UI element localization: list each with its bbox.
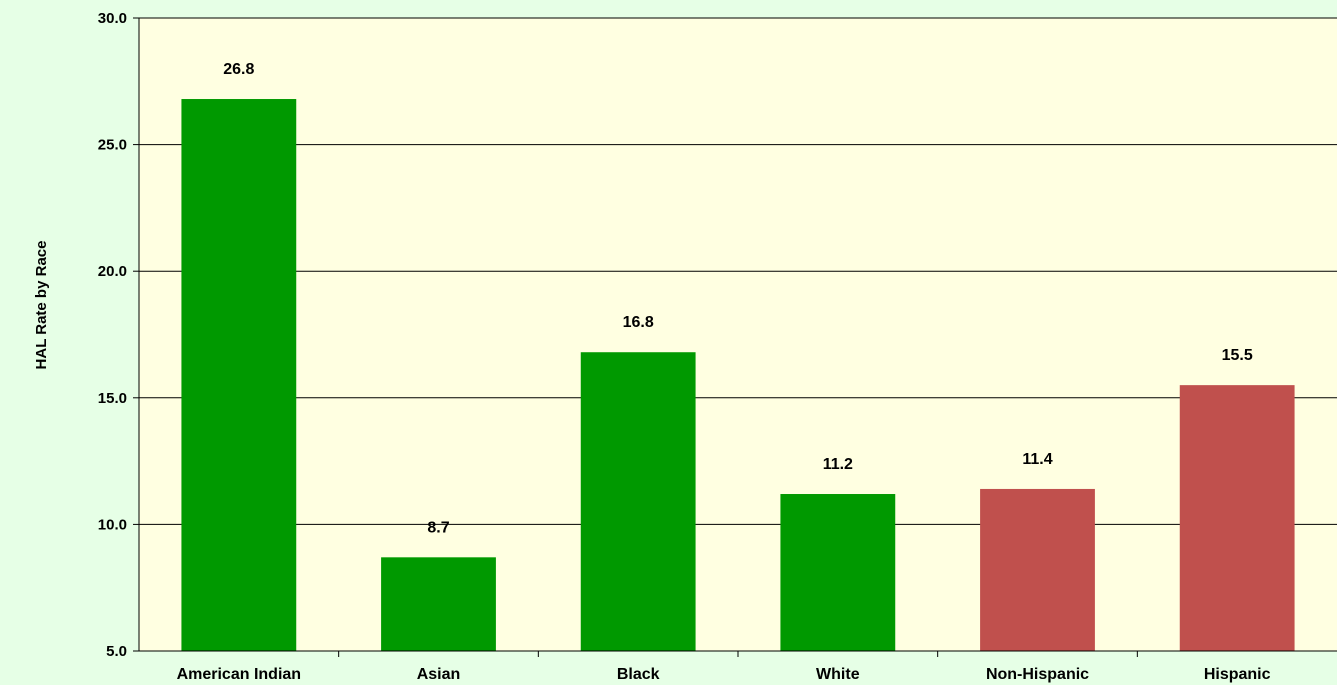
bar	[1179, 385, 1295, 651]
x-tick-label: White	[816, 666, 860, 683]
bar	[980, 488, 1095, 651]
bar	[580, 352, 696, 651]
gridlines	[139, 17, 1337, 525]
x-tick-labels: American Indian Asian Black White Non-Hispan…	[177, 651, 1271, 683]
bar-value-label: 15.5	[1222, 347, 1253, 364]
y-axis-title: HAL Rate by Race	[33, 241, 50, 370]
y-tick-label: 25.0	[98, 137, 127, 154]
y-tick-label: 5.0	[106, 643, 127, 660]
y-tick-label: 20.0	[98, 263, 127, 280]
x-tick-label: Asian	[417, 666, 461, 683]
x-tick-label: Black	[617, 666, 660, 683]
bar	[780, 494, 896, 651]
y-tick-label: 15.0	[98, 390, 127, 407]
y-tick-label: 30.0	[98, 10, 127, 27]
bar-value-label: 8.7	[427, 519, 449, 536]
bars	[181, 99, 1295, 652]
y-tick-labels: 5.0 10.0 15.0 20.0 25.0 30.0	[98, 10, 139, 660]
bar	[181, 99, 297, 652]
x-tick-label: Non-Hispanic	[986, 666, 1089, 683]
data-labels: 26.8 8.7 16.8 11.2 11.4 15.5	[223, 61, 1253, 536]
y-tick-label: 10.0	[98, 516, 127, 533]
bar-value-label: 16.8	[623, 314, 654, 331]
bar-value-label: 11.4	[1022, 451, 1052, 468]
bar-value-label: 26.8	[223, 61, 254, 78]
x-tick-label: American Indian	[177, 666, 301, 683]
bar-value-label: 11.2	[823, 456, 853, 473]
bar	[381, 557, 496, 651]
plot-area	[139, 18, 1337, 651]
x-tick-label: Hispanic	[1204, 666, 1271, 683]
